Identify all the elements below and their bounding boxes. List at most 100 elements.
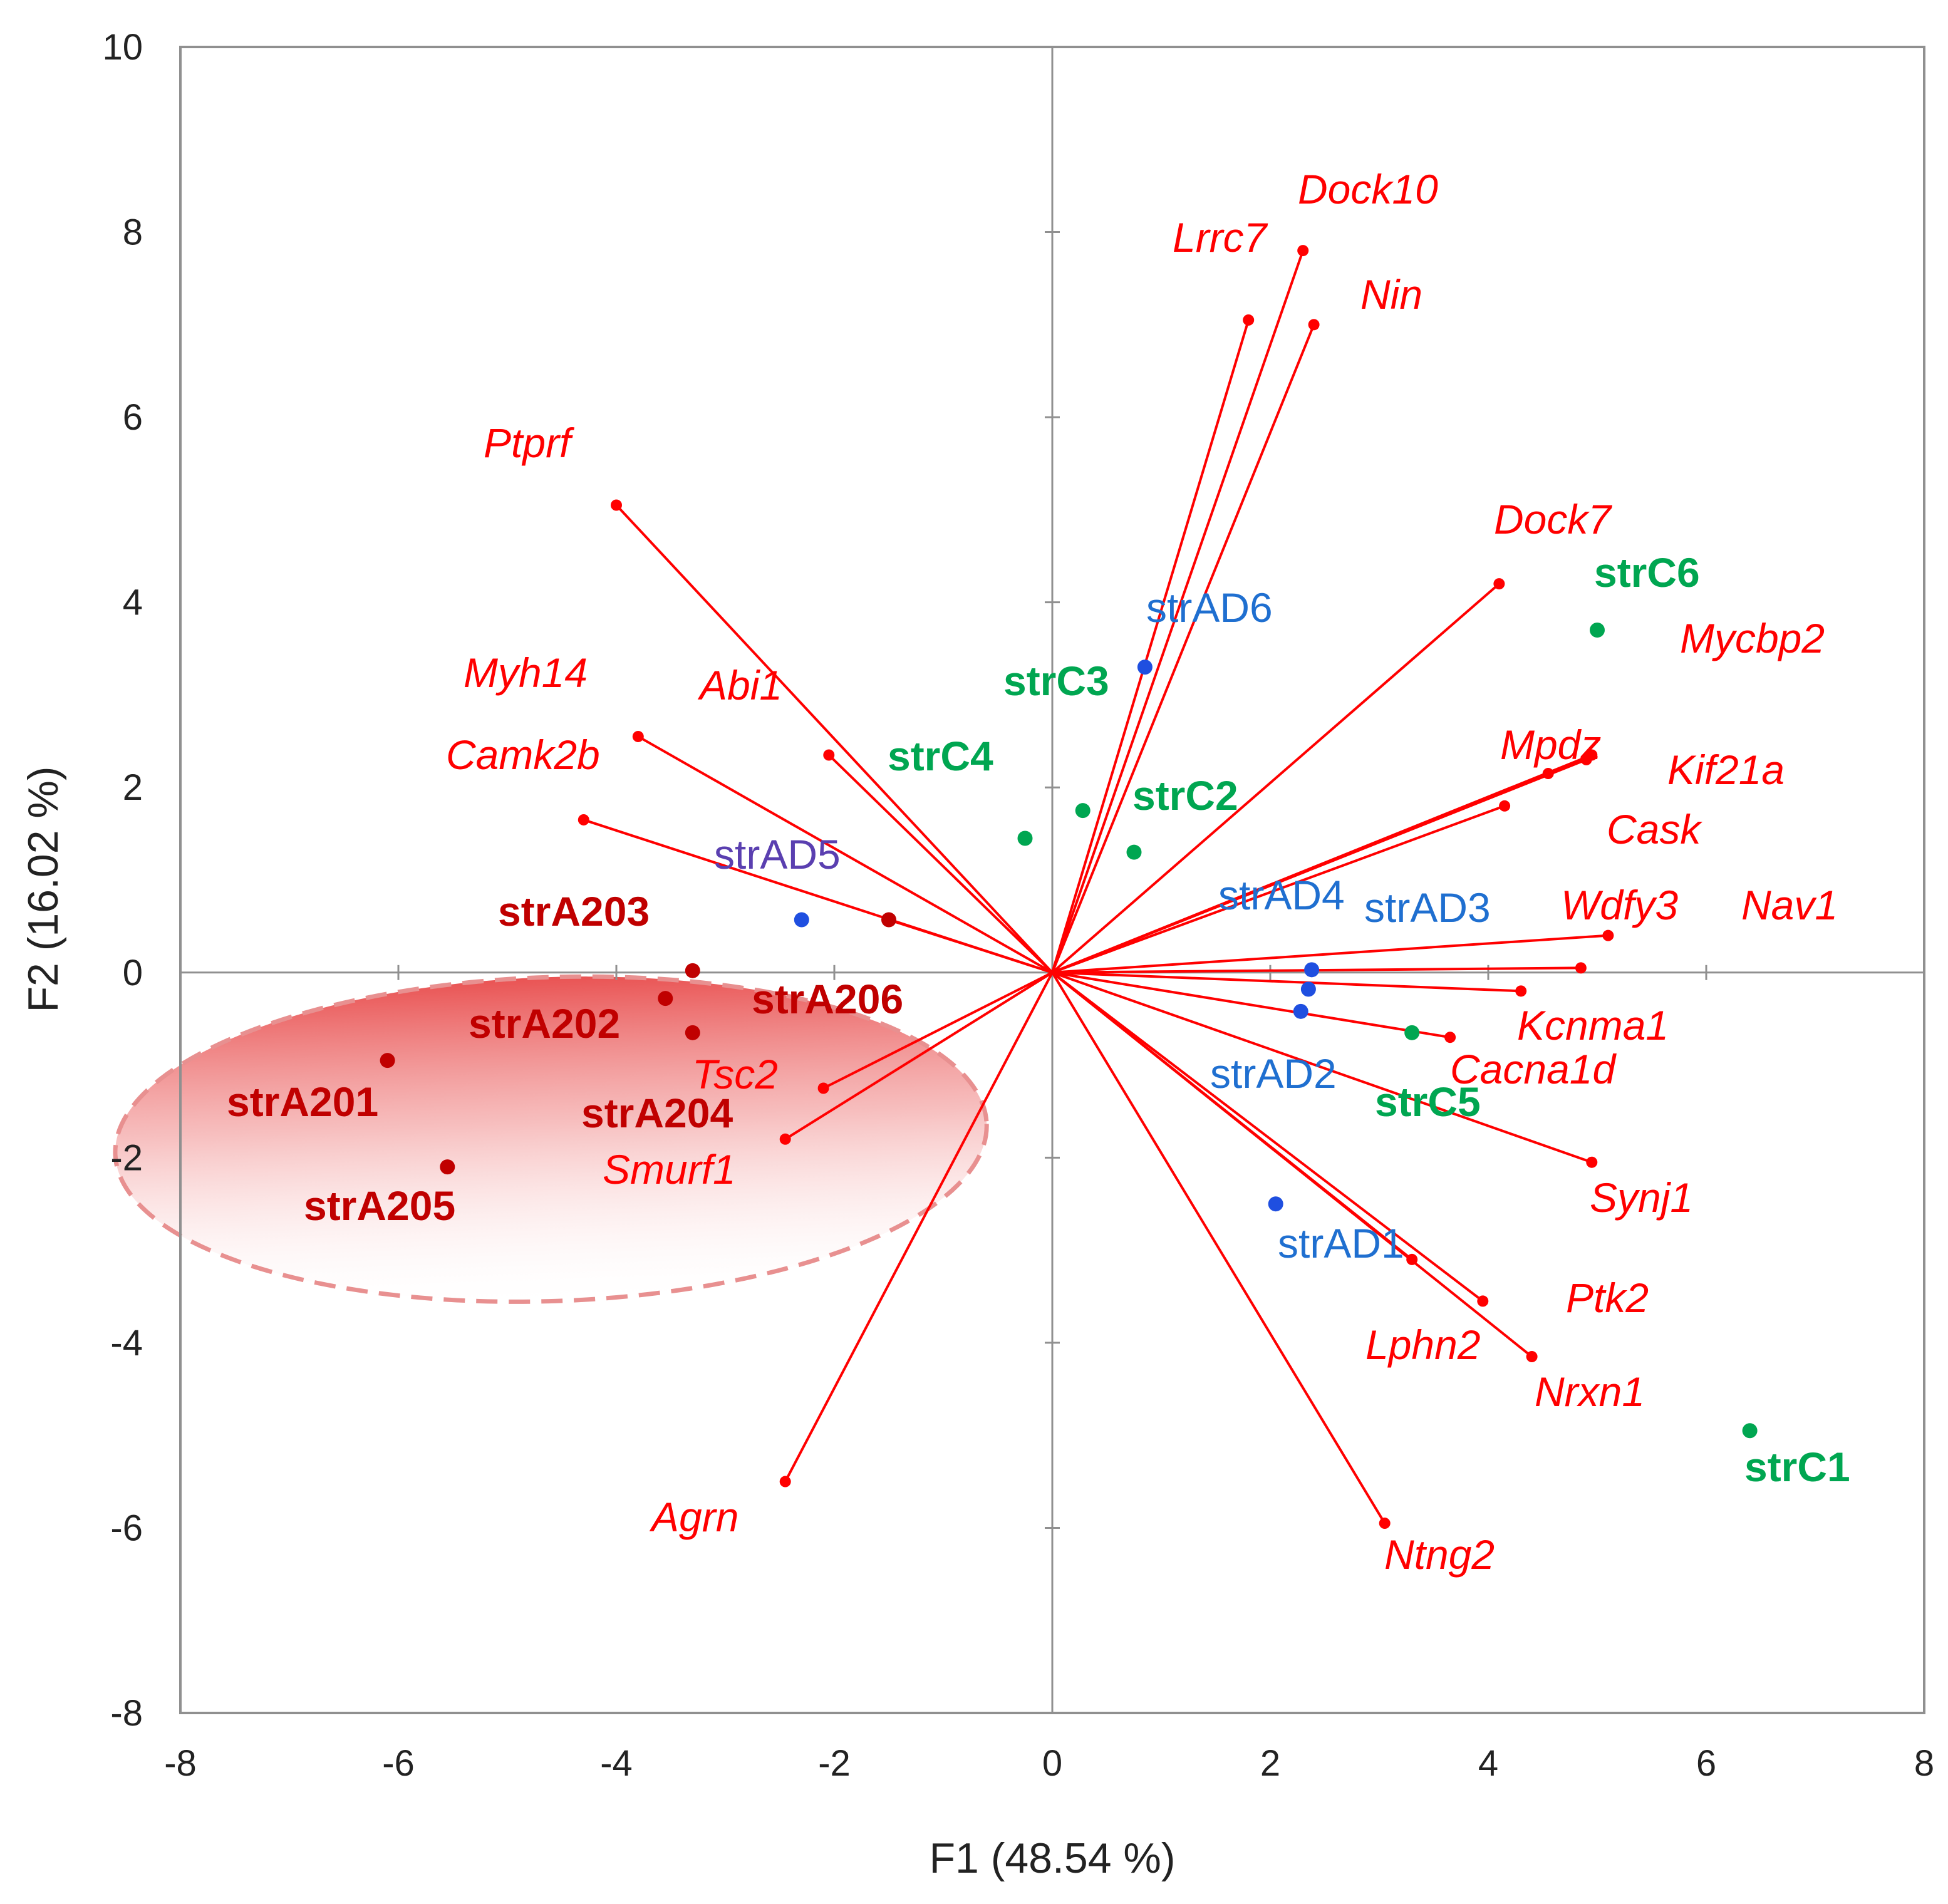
variable-label: Camk2b xyxy=(446,732,600,778)
x-tick-label: -6 xyxy=(382,1743,415,1784)
variable-vector-tip xyxy=(632,730,644,742)
observation-point xyxy=(1304,962,1320,978)
variable-vector-tip xyxy=(1297,245,1309,257)
observation-label: strAD2 xyxy=(1210,1050,1337,1097)
variable-vector-tip xyxy=(1499,800,1511,812)
variable-label: Lrrc7 xyxy=(1173,214,1268,261)
variable-vector xyxy=(637,735,1053,974)
observation-point xyxy=(1075,803,1091,819)
observation-label: strAD3 xyxy=(1364,884,1491,931)
variable-label: Smurf1 xyxy=(603,1146,736,1193)
variable-label: Mycbp2 xyxy=(1680,615,1825,661)
variable-label: Ptk2 xyxy=(1566,1275,1649,1321)
variable-label: Lphn2 xyxy=(1365,1322,1481,1368)
x-tick-label: 4 xyxy=(1478,1743,1498,1784)
variable-label: Nrxn1 xyxy=(1535,1368,1645,1415)
observation-point xyxy=(1137,660,1153,675)
variable-vector-tip xyxy=(1515,985,1527,997)
variable-label: Mpdz xyxy=(1500,722,1601,768)
variable-label: Wdfy3 xyxy=(1561,882,1678,928)
variable-vector xyxy=(1051,971,1386,1524)
variable-vector-tip xyxy=(1526,1351,1538,1363)
variable-vector-tip xyxy=(578,814,589,825)
variable-vector xyxy=(1052,758,1587,974)
variable-vector-tip xyxy=(817,1082,829,1094)
observation-label: strA205 xyxy=(304,1182,455,1229)
variable-label: Ntng2 xyxy=(1384,1531,1495,1578)
y-tick-label: -8 xyxy=(110,1693,143,1734)
variable-vector-tip xyxy=(779,1476,791,1487)
variable-vector-tip xyxy=(1243,314,1255,326)
variable-vector-tip xyxy=(1580,753,1592,765)
y-tick-label: 6 xyxy=(123,397,143,438)
variable-vector xyxy=(1051,971,1484,1302)
observation-label: strA202 xyxy=(469,1000,620,1047)
observation-label: strA201 xyxy=(227,1079,378,1125)
variable-vector xyxy=(827,754,1054,974)
variable-vector xyxy=(1051,971,1533,1358)
variable-vector xyxy=(1051,582,1500,974)
observation-point xyxy=(685,963,700,978)
variable-vector xyxy=(1052,971,1451,1039)
variable-label: Cacna1d xyxy=(1450,1046,1617,1092)
variable-vector xyxy=(1051,319,1250,973)
variable-vector xyxy=(1051,250,1305,973)
x-tick-label: 0 xyxy=(1042,1743,1062,1784)
variable-vector xyxy=(1052,804,1505,974)
observation-label: strAD1 xyxy=(1278,1220,1404,1266)
observation-point xyxy=(1017,830,1033,846)
variable-vector xyxy=(784,971,1054,1482)
x-tick-label: 6 xyxy=(1696,1743,1716,1784)
observation-point xyxy=(1742,1423,1758,1439)
x-tick-label: -2 xyxy=(818,1743,851,1784)
variable-label: Nin xyxy=(1360,271,1422,318)
observation-label: strC4 xyxy=(888,733,993,779)
variable-vector-tip xyxy=(1308,319,1320,331)
y-tick-label: -6 xyxy=(110,1508,143,1548)
variable-vector-tip xyxy=(1586,1156,1598,1168)
y-tick-label: 0 xyxy=(123,953,143,993)
variable-label: Nav1 xyxy=(1741,882,1838,928)
cluster-ellipse xyxy=(113,974,989,1304)
observation-point xyxy=(881,912,896,928)
observation-point xyxy=(1268,1196,1283,1212)
variable-vector-tip xyxy=(779,1133,791,1145)
variable-vector xyxy=(888,918,1053,974)
observation-label: strC6 xyxy=(1594,549,1700,596)
x-tick-label: 8 xyxy=(1914,1743,1934,1784)
variable-vector xyxy=(1052,971,1592,1164)
variable-label: Ptprf xyxy=(484,420,575,466)
x-tick-label: -4 xyxy=(600,1743,633,1784)
variable-label: Agrn xyxy=(649,1494,738,1540)
observation-point xyxy=(440,1159,455,1175)
y-axis-title: F2 (16.02 %) xyxy=(19,766,67,1012)
variable-vector xyxy=(822,971,1053,1090)
variable-label: Synj1 xyxy=(1590,1174,1693,1221)
variable-vector xyxy=(615,504,1054,974)
variable-vector xyxy=(784,971,1054,1141)
variable-label: Dock7 xyxy=(1494,496,1612,542)
observation-label: strA206 xyxy=(752,976,903,1022)
y-tick-label: 4 xyxy=(123,582,143,623)
observation-label: strC3 xyxy=(1003,658,1109,704)
variable-label: Myh14 xyxy=(464,649,588,696)
variable-vector xyxy=(1051,324,1315,973)
observation-point xyxy=(685,1025,700,1040)
observation-label: strAD6 xyxy=(1146,584,1273,631)
observation-label: strC2 xyxy=(1132,772,1238,819)
observation-label: strC1 xyxy=(1744,1444,1850,1490)
variable-vector xyxy=(1052,934,1609,974)
observation-point xyxy=(1404,1025,1420,1040)
variable-vector-tip xyxy=(823,749,835,761)
variable-label: Kif21a xyxy=(1667,747,1785,793)
observation-label: strA203 xyxy=(498,888,650,934)
variable-vector-tip xyxy=(1575,962,1587,974)
variable-vector-tip xyxy=(1493,578,1505,590)
observation-point xyxy=(1126,844,1142,860)
x-axis-title: F1 (48.54 %) xyxy=(929,1834,1175,1882)
x-tick-label: -8 xyxy=(164,1743,197,1784)
variable-vector-tip xyxy=(1602,929,1614,941)
variable-vector xyxy=(1052,971,1521,993)
